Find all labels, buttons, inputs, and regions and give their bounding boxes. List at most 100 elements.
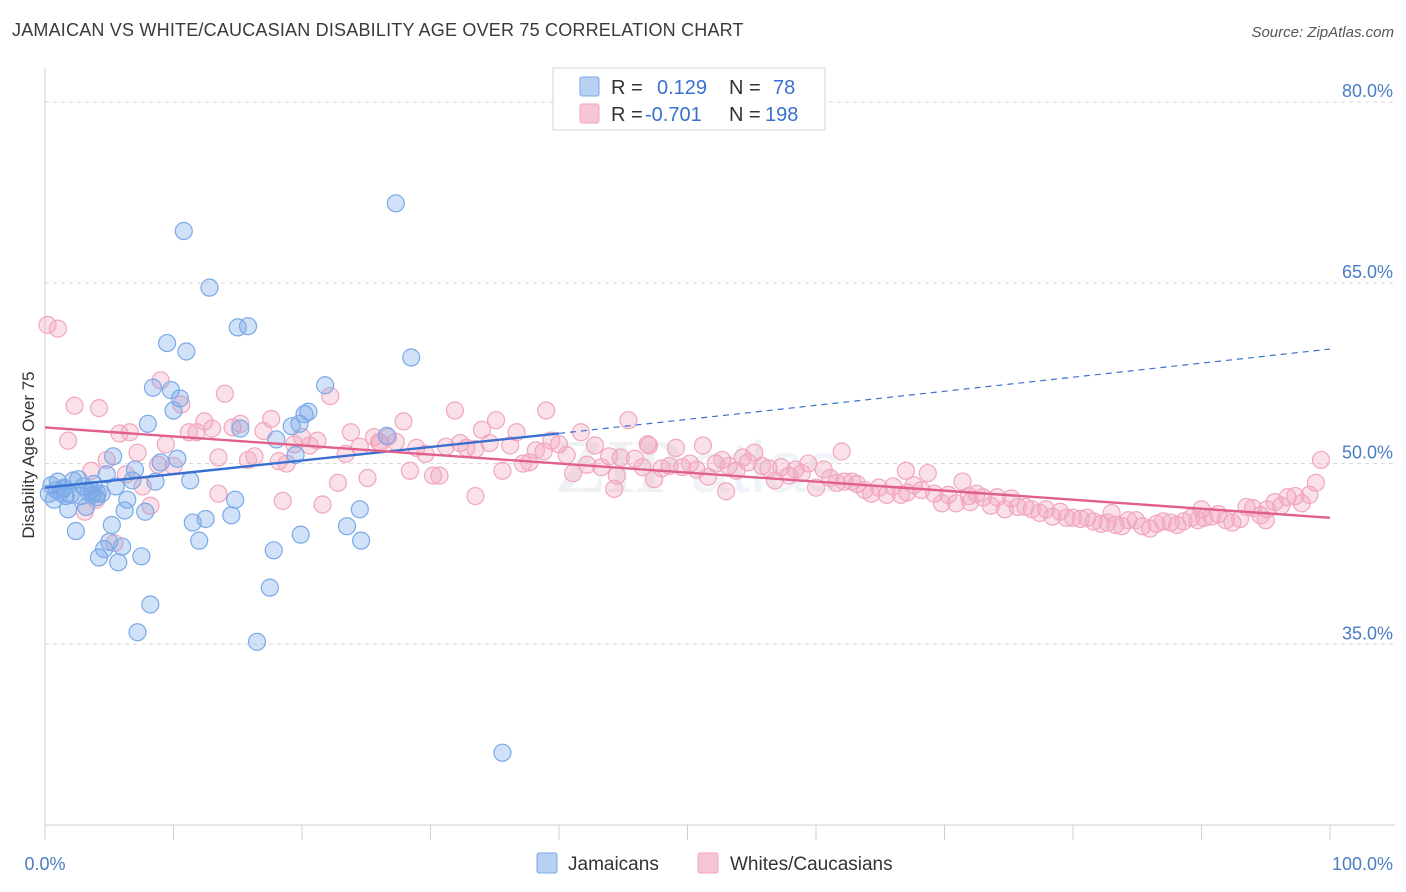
white-caucasian-point bbox=[832, 442, 851, 461]
white-caucasian-point bbox=[48, 319, 67, 338]
jamaican-point bbox=[200, 278, 219, 297]
white-caucasian-point bbox=[1256, 511, 1275, 530]
jamaican-point bbox=[141, 595, 160, 614]
jamaican-point bbox=[493, 743, 512, 762]
white-caucasian-point bbox=[693, 436, 713, 455]
jamaican-point bbox=[118, 490, 137, 509]
white-caucasian-point bbox=[82, 461, 101, 480]
white-caucasian-point bbox=[156, 435, 175, 454]
legend-swatch-jamaicans bbox=[579, 76, 600, 97]
legend-swatch-whites bbox=[579, 103, 600, 124]
jamaican-point bbox=[386, 194, 405, 213]
white-caucasian-point bbox=[1153, 512, 1173, 531]
white-caucasian-point bbox=[59, 431, 78, 450]
jamaican-point bbox=[174, 221, 193, 241]
legend-r-value-2: -0.701 bbox=[645, 104, 702, 126]
white-caucasian-point bbox=[209, 448, 228, 467]
legend-r-label-1: R = bbox=[611, 77, 643, 99]
jamaican-point bbox=[125, 460, 145, 479]
axes bbox=[44, 68, 1395, 840]
white-caucasian-point bbox=[480, 433, 499, 453]
jamaican-point bbox=[104, 447, 123, 466]
jamaican-point bbox=[291, 525, 310, 544]
white-caucasian-point bbox=[1063, 508, 1083, 527]
white-caucasian-point bbox=[394, 412, 413, 431]
white-caucasian-point bbox=[65, 396, 84, 415]
jamaican-point bbox=[136, 502, 155, 521]
white-caucasian-point bbox=[799, 454, 818, 473]
jamaican-point bbox=[316, 376, 335, 395]
white-caucasian-point bbox=[639, 436, 659, 455]
jamaican-point bbox=[132, 547, 151, 566]
jamaican-point bbox=[143, 378, 163, 397]
white-caucasian-point bbox=[1036, 500, 1056, 519]
white-caucasian-point bbox=[607, 466, 626, 485]
white-caucasian-point bbox=[1102, 503, 1121, 523]
white-caucasian-point bbox=[633, 458, 652, 477]
white-caucasian-point bbox=[666, 438, 686, 457]
white-caucasian-point bbox=[557, 446, 576, 465]
jamaican-point bbox=[402, 348, 421, 367]
white-caucasian-point bbox=[231, 414, 250, 433]
x-tick-labels: 0.0% 100.0% bbox=[24, 854, 1393, 874]
legend-n-value-1: 78 bbox=[773, 77, 795, 99]
legend-n-value-2: 198 bbox=[765, 104, 798, 126]
jamaican-point bbox=[238, 317, 258, 336]
white-caucasian-point bbox=[358, 468, 377, 488]
white-caucasian-point bbox=[423, 466, 443, 485]
white-caucasian-point bbox=[1286, 486, 1305, 506]
legend-r-value-1: 0.129 bbox=[657, 77, 707, 99]
white-caucasian-point bbox=[961, 493, 980, 512]
jamaican-point bbox=[168, 449, 187, 468]
jamaican-point bbox=[267, 430, 286, 449]
watermark: ZIP atlas bbox=[555, 425, 842, 509]
jamaican-point bbox=[59, 500, 78, 519]
trend-lines bbox=[44, 348, 1331, 519]
jamaican-point bbox=[196, 509, 215, 529]
white-caucasian-point bbox=[321, 386, 340, 406]
y-tick-label: 35.0% bbox=[1342, 623, 1393, 643]
white-caucasian-point bbox=[1311, 450, 1331, 470]
correlation-legend: R = 0.129 N = 78 R = -0.701 N = 198 bbox=[552, 67, 826, 131]
svg-text:atlas: atlas bbox=[690, 428, 842, 508]
jamaican-point bbox=[299, 402, 318, 421]
jamaicans-trend-extension bbox=[558, 348, 1331, 435]
jamaican-point bbox=[106, 477, 125, 496]
bottom-legend-whites: Whites/Caucasians bbox=[730, 854, 893, 875]
legend-r-label-2: R = bbox=[611, 104, 643, 126]
series-whites-caucasians-points bbox=[38, 315, 1331, 553]
jamaican-point bbox=[290, 414, 309, 433]
white-caucasian-point bbox=[445, 401, 465, 420]
white-caucasian-point bbox=[600, 447, 619, 466]
white-caucasian-point bbox=[896, 461, 916, 480]
gridlines bbox=[45, 101, 1395, 645]
white-caucasian-point bbox=[245, 447, 264, 466]
white-caucasian-point bbox=[806, 478, 826, 497]
white-caucasian-point bbox=[195, 412, 214, 431]
jamaican-point bbox=[92, 484, 111, 503]
jamaican-point bbox=[231, 419, 250, 438]
white-caucasian-point bbox=[493, 461, 512, 480]
jamaican-point bbox=[181, 471, 200, 490]
white-caucasian-point bbox=[1057, 508, 1076, 527]
bottom-legend-jamaicans: Jamaicans bbox=[568, 854, 659, 875]
white-caucasian-point bbox=[89, 399, 109, 418]
white-caucasian-point bbox=[733, 448, 752, 467]
legend-n-label-1: N = bbox=[729, 77, 761, 99]
x-tick-label-right: 100.0% bbox=[1332, 854, 1393, 874]
white-caucasian-point bbox=[1008, 497, 1027, 517]
jamaican-point bbox=[352, 531, 371, 550]
bottom-legend-swatch-jamaicans bbox=[536, 852, 558, 874]
white-caucasian-point bbox=[716, 482, 736, 501]
white-caucasian-point bbox=[215, 384, 234, 403]
y-tick-label: 80.0% bbox=[1342, 81, 1393, 101]
jamaican-point bbox=[102, 515, 121, 535]
white-caucasian-point bbox=[262, 409, 281, 429]
white-caucasian-point bbox=[1306, 473, 1325, 492]
jamaican-point bbox=[222, 506, 241, 525]
jamaican-point bbox=[260, 578, 279, 597]
jamaican-point bbox=[138, 414, 157, 433]
white-caucasian-point bbox=[611, 448, 630, 467]
jamaican-point bbox=[157, 333, 177, 353]
